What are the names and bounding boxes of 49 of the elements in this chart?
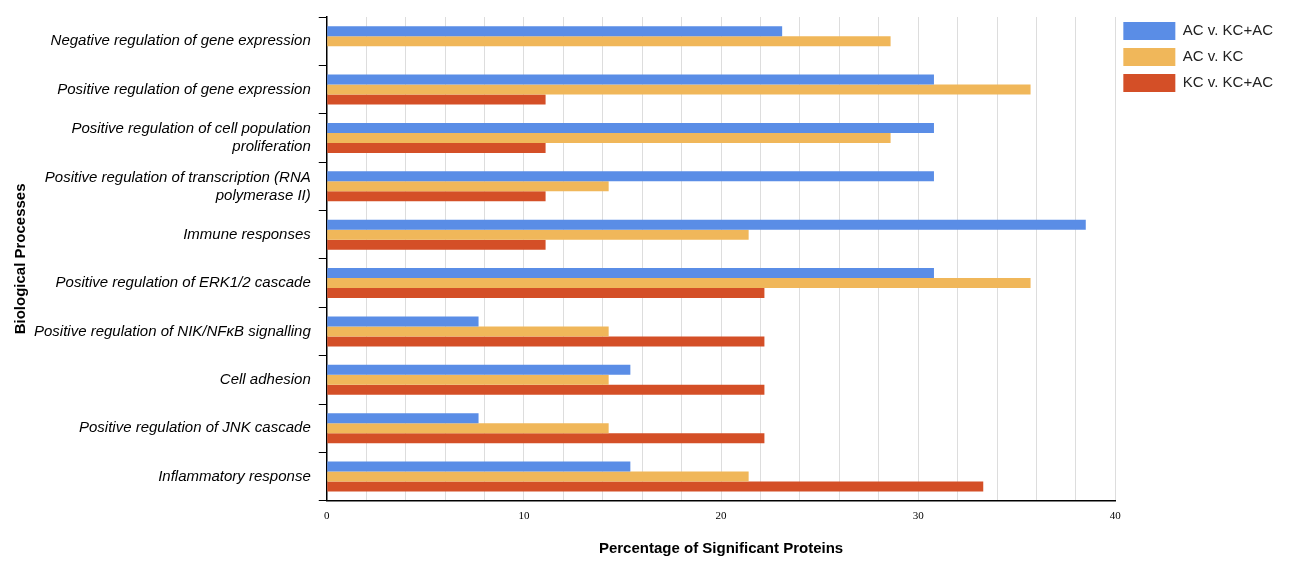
- bar: [327, 433, 765, 444]
- x-tick-label: 20: [715, 509, 728, 522]
- bar: [327, 171, 934, 182]
- y-tick-label: Positive regulation of NIK/NFκB signalling: [33, 321, 312, 339]
- y-axis-title: Biological Processes: [11, 183, 29, 335]
- y-tick-label: Positive regulation of ERK1/2 cascade: [55, 273, 311, 291]
- bar: [327, 423, 609, 434]
- bar: [327, 384, 765, 395]
- x-tick-label: 30: [912, 509, 925, 522]
- bar: [327, 326, 609, 337]
- bar: [327, 239, 546, 250]
- y-tick-label: Immune responses: [183, 224, 312, 242]
- bar: [327, 229, 749, 240]
- y-tick-label: Positive regulation of transcription (RNA polymerase II): [44, 167, 311, 203]
- bar: [327, 374, 609, 385]
- bar: [327, 336, 765, 347]
- bar: [327, 191, 546, 202]
- bar: [327, 461, 631, 472]
- y-tick-label: Positive regulation of JNK cascade: [78, 418, 311, 436]
- x-tick-label: 0: [324, 509, 330, 522]
- bar: [327, 74, 934, 85]
- y-tick-label: Positive regulation of cell population proliferation: [71, 119, 311, 155]
- bar: [327, 364, 631, 375]
- legend-label: AC v. KC: [1182, 47, 1244, 65]
- x-axis-title: Percentage of Significant Proteins: [598, 539, 844, 557]
- bar: [327, 268, 934, 279]
- bar: [327, 481, 984, 492]
- bar: [327, 288, 765, 299]
- bar: [327, 316, 479, 327]
- bar: [327, 278, 1031, 289]
- y-tick-label: Negative regulation of gene expression: [50, 31, 311, 49]
- bar: [327, 36, 891, 47]
- bar: [327, 94, 546, 105]
- y-tick-label: Inflammatory response: [158, 466, 311, 484]
- bar: [327, 84, 1031, 95]
- bar: [327, 219, 1086, 230]
- bar: [327, 413, 479, 424]
- bar: [327, 471, 749, 482]
- legend-label: KC v. KC+AC: [1182, 73, 1274, 91]
- x-tick-label: 10: [518, 509, 530, 522]
- bar: [327, 132, 891, 143]
- x-tick-label: 40: [1109, 509, 1122, 522]
- bar: [327, 122, 934, 133]
- legend-label: AC v. KC+AC: [1182, 21, 1274, 39]
- bar: [327, 26, 783, 37]
- y-tick-label: Cell adhesion: [219, 370, 311, 388]
- y-tick-label: Positive regulation of gene expression: [57, 79, 311, 97]
- bar: [327, 181, 609, 192]
- bar: [327, 142, 546, 153]
